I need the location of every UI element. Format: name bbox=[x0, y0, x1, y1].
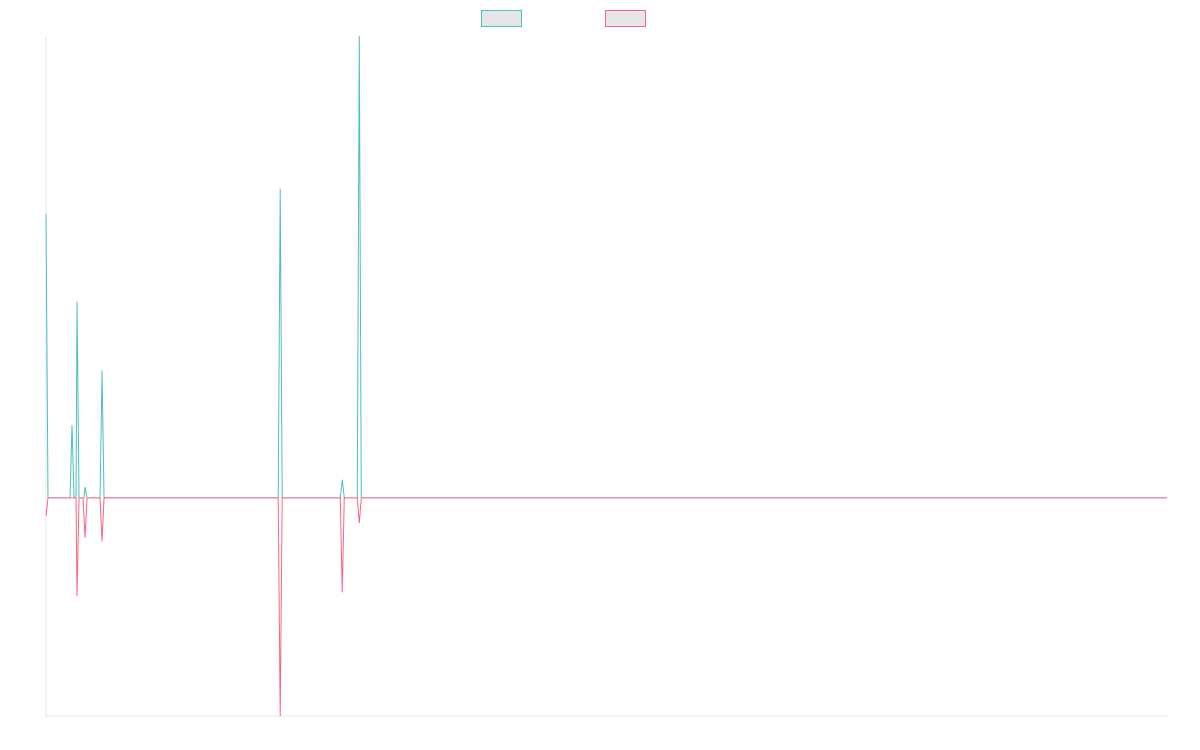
series-lines bbox=[45, 35, 1167, 717]
series-line-2 bbox=[45, 497, 1167, 717]
legend-swatch-1[interactable] bbox=[481, 10, 522, 27]
series-line-1 bbox=[45, 35, 1167, 499]
axes bbox=[45, 36, 1167, 717]
legend bbox=[481, 10, 646, 27]
legend-swatch-2[interactable] bbox=[605, 10, 646, 27]
